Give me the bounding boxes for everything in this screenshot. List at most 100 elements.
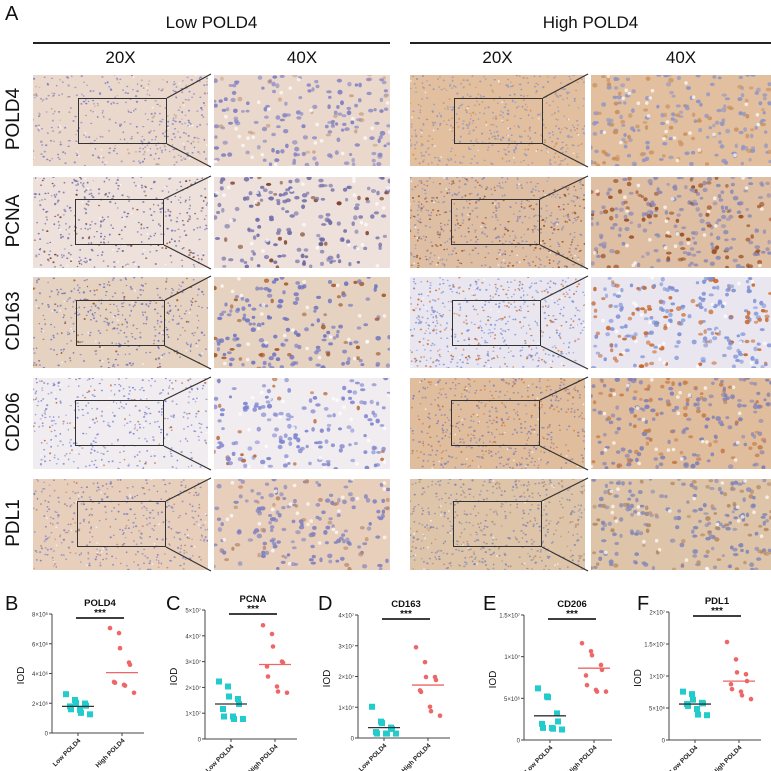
data-point-square <box>389 726 395 733</box>
row-label-cd206: CD206 <box>3 392 24 452</box>
data-point-square <box>379 720 385 727</box>
data-point-square <box>225 683 231 690</box>
y-tick-label: 8×10⁶ <box>32 612 49 619</box>
x-tick-label: High POLD4 <box>95 737 127 769</box>
y-tick-label: 0 <box>198 738 202 744</box>
y-tick-label: 1×10⁷ <box>504 654 520 661</box>
panel-a-label: A <box>5 3 19 25</box>
data-point-square <box>550 725 556 732</box>
y-tick-label: 3×10⁷ <box>185 659 201 666</box>
y-tick-label: 5×10⁶ <box>504 696 521 703</box>
data-point-circle <box>427 704 433 710</box>
y-axis-label: IOD <box>488 671 499 689</box>
data-point-square <box>374 730 380 737</box>
x-tick-label: Low POLD4 <box>358 742 389 771</box>
ihc-image-high-cd163-40x <box>591 277 771 368</box>
row-label-pold4: POLD4 <box>3 87 24 151</box>
ihc-image-low-pdl1-40x <box>214 479 390 570</box>
data-point-square <box>78 709 84 716</box>
data-point-square <box>545 694 551 701</box>
data-point-square <box>68 706 74 713</box>
significance-stars: *** <box>247 604 259 615</box>
mag-label-low-20x: 20X <box>105 48 136 67</box>
data-point-square <box>226 693 232 700</box>
panel-f-label: F <box>637 593 650 615</box>
y-tick-label: 0 <box>45 732 49 738</box>
row-label-pcna: PCNA <box>3 194 24 248</box>
scatter-plot-cd206: CD206*** 0 5×10⁶ 1×10⁷ 1.5×10⁷ IOD Low POLD4 Hi… <box>488 599 612 771</box>
significance-stars: *** <box>566 609 578 620</box>
data-point-circle <box>433 677 439 683</box>
data-point-square <box>240 716 246 722</box>
data-point-square <box>554 710 560 717</box>
y-tick-label: 0 <box>517 739 521 745</box>
data-point-circle <box>127 662 133 668</box>
data-point-circle <box>588 648 594 654</box>
data-point-square <box>231 716 237 722</box>
y-tick-label: 1×10⁷ <box>338 705 354 712</box>
data-point-circle <box>743 671 749 677</box>
y-axis-label: IOD <box>322 670 333 688</box>
data-point-circle <box>269 631 275 637</box>
x-tick-label: High POLD4 <box>712 744 744 771</box>
zoom-region-box <box>77 501 166 547</box>
y-tick-label: 5×10⁷ <box>185 608 201 615</box>
x-tick-label: Low POLD4 <box>669 744 700 771</box>
data-point-circle <box>603 689 609 694</box>
data-point-square <box>369 703 375 710</box>
data-point-square <box>540 724 546 731</box>
x-tick-label: High POLD4 <box>401 742 433 771</box>
panel-e-label: E <box>483 593 497 615</box>
data-point-circle <box>738 689 744 694</box>
mag-label-high-40x: 40X <box>665 48 697 67</box>
data-point-square <box>704 712 710 719</box>
data-point-circle <box>270 644 276 649</box>
ihc-image-high-cd206-40x <box>591 378 771 469</box>
mag-label-high-20x: 20X <box>482 48 513 67</box>
data-point-circle <box>284 690 290 696</box>
ihc-image-high-pcna-20x <box>410 177 585 268</box>
ihc-image-low-pcna-40x <box>214 177 390 268</box>
y-tick-label: 0 <box>662 739 666 745</box>
y-axis-label: IOD <box>16 667 27 685</box>
chart-title: PCNA <box>240 594 267 605</box>
data-point-circle <box>739 693 745 698</box>
data-point-square <box>680 688 686 695</box>
y-tick-label: 1×10⁷ <box>649 674 665 681</box>
x-tick-label: Low POLD4 <box>52 737 83 768</box>
data-point-square <box>690 696 696 703</box>
group-divider-high <box>410 42 771 44</box>
y-tick-label: 1.5×10⁷ <box>644 642 665 649</box>
data-point-circle <box>264 664 270 669</box>
data-point-circle <box>724 639 730 645</box>
group-title-high: High POLD4 <box>542 13 639 32</box>
data-point-square <box>73 699 79 706</box>
data-point-square <box>87 711 93 718</box>
data-point-square <box>216 678 222 685</box>
data-point-circle <box>265 674 271 679</box>
data-point-square <box>559 726 565 733</box>
ihc-image-high-pdl1-40x <box>591 479 771 570</box>
data-point-circle <box>598 662 604 668</box>
data-point-circle <box>418 689 424 695</box>
zoom-region-box <box>75 400 164 446</box>
scatter-plot-pold4: POLD4*** 0 2×10⁶ 4×10⁶ 6×10⁶ 8×10⁶ IOD Low POLD… <box>16 598 144 769</box>
zoom-region-box <box>453 501 542 547</box>
panel-c-label: C <box>166 593 181 615</box>
ihc-image-low-cd163-40x <box>214 277 390 368</box>
data-point-circle <box>274 684 280 689</box>
y-tick-label: 2×10⁷ <box>649 610 665 617</box>
data-point-circle <box>131 690 137 696</box>
scatter-plot-pdl1: PDL1*** 0 5×10⁶ 1×10⁷ 1.5×10⁷ 2×10⁷ IOD Low POL… <box>633 596 761 771</box>
data-point-square <box>235 696 241 702</box>
data-point-circle <box>437 713 443 718</box>
data-point-square <box>694 706 700 712</box>
data-point-circle <box>107 625 113 631</box>
x-tick-label: Low POLD4 <box>205 743 236 771</box>
data-point-square <box>220 706 226 712</box>
zoom-region-box <box>452 300 541 346</box>
y-tick-label: 2×10⁷ <box>185 685 201 692</box>
data-point-circle <box>729 686 735 692</box>
data-point-square <box>555 718 561 725</box>
scatter-plot-pcna: PCNA*** 0 1×10⁷ 2×10⁷ 3×10⁷ 4×10⁷ 5×10⁷ IOD Low … <box>169 594 297 771</box>
